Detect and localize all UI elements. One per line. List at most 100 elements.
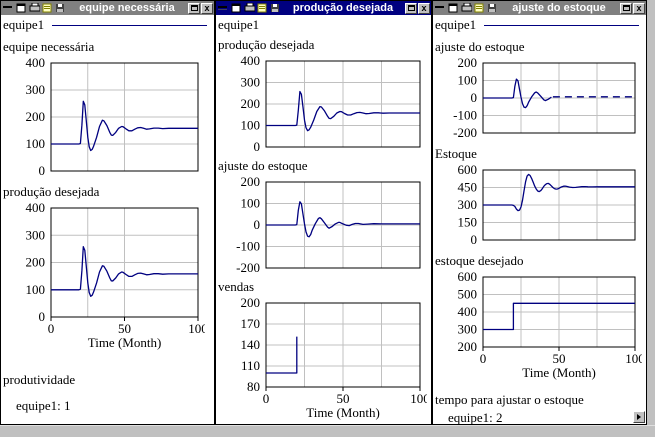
svg-text:0: 0 [471,90,478,105]
svg-text:-100: -100 [453,108,477,123]
chart-estoque: 600 450 300 150 0 [435,162,642,247]
svg-text:0: 0 [263,391,270,406]
svg-text:300: 300 [26,227,46,242]
svg-text:450: 450 [458,180,478,195]
chart-title: estoque desejado [435,253,524,268]
legend-line-swatch [52,24,207,26]
titlebar[interactable]: equipe necessária x [1,1,214,15]
variable-value: equipe1: 2 [448,410,503,425]
window-ajuste-do-estoque: ajuste do estoque x equipe1 ajuste do es… [432,0,647,425]
save-icon[interactable] [486,2,498,14]
titlebar[interactable]: ajuste do estoque x [433,1,646,15]
svg-text:600: 600 [458,163,478,177]
svg-text:50: 50 [337,391,350,406]
svg-text:0: 0 [39,309,46,324]
chart-producao-desejada: 400 300 200 100 0 [218,53,427,154]
chart-ajuste-do-estoque: 200 100 0 -100 -200 [435,55,642,140]
save-icon[interactable] [269,2,281,14]
svg-text:50: 50 [553,351,566,366]
variable-label: tempo para ajustar o estoque [435,392,584,407]
svg-text:0: 0 [254,217,261,232]
titlebar[interactable]: produção desejada x [216,1,431,15]
chart-title: ajuste do estoque [218,158,308,173]
chart-estoque-desejado: 600 500 400 300 200 0 50 100 Time (Month) [435,269,645,380]
legend-run-label: equipe1 [3,17,45,32]
svg-text:0: 0 [471,232,478,247]
chart-title: vendas [218,279,255,294]
print-icon[interactable] [243,2,255,14]
variable-value: equipe1: 1 [16,398,71,413]
svg-text:200: 200 [241,96,261,111]
chart-title: Estoque [435,146,477,161]
svg-text:Time (Month): Time (Month) [306,405,380,420]
save-icon[interactable] [54,2,66,14]
svg-text:Time (Month): Time (Month) [522,365,596,380]
svg-text:100: 100 [26,136,46,151]
notes-icon[interactable] [473,2,485,14]
control-menu-icon[interactable] [434,2,446,14]
svg-text:-200: -200 [236,260,260,275]
close-button[interactable]: x [201,2,213,14]
svg-text:50: 50 [118,321,131,336]
svg-text:80: 80 [247,379,260,394]
print-icon[interactable] [460,2,472,14]
svg-text:600: 600 [458,270,478,284]
svg-text:100: 100 [458,73,478,88]
svg-text:100: 100 [241,118,261,133]
svg-text:100: 100 [188,321,205,336]
svg-text:200: 200 [26,255,46,270]
legend: equipe1 [218,17,429,33]
svg-text:140: 140 [241,337,261,352]
chart-vendas: 200 170 140 110 80 0 50 100 Time (Month) [218,295,430,420]
chart-title: produção desejada [3,184,100,199]
notes-icon[interactable] [256,2,268,14]
svg-text:Time (Month): Time (Month) [88,335,162,350]
legend-line-swatch [484,24,639,26]
svg-text:-200: -200 [453,125,477,140]
close-button[interactable]: x [418,2,430,14]
svg-text:200: 200 [458,339,478,354]
svg-text:200: 200 [241,175,261,189]
variable-label: produtividade [3,372,76,387]
svg-text:110: 110 [241,358,260,373]
bottom-status-strip [0,425,655,437]
control-menu-icon[interactable] [2,2,14,14]
svg-text:400: 400 [26,56,46,70]
window-equipe-necessaria: equipe necessária x equipe1 equipe neces… [0,0,215,425]
control-menu-icon[interactable] [217,2,229,14]
chart-equipe-necessaria: 400 300 200 100 0 [3,55,205,178]
scroll-right-button[interactable] [633,411,645,423]
window-producao-desejada: produção desejada x equipe1 produção des… [215,0,432,425]
maximize-button[interactable] [620,2,632,14]
maximize-button[interactable] [188,2,200,14]
svg-text:300: 300 [458,197,478,212]
restore-window-icon[interactable] [447,2,459,14]
print-icon[interactable] [28,2,40,14]
legend: equipe1 [435,17,644,33]
legend: equipe1 [3,17,212,33]
legend-run-label: equipe1 [435,17,477,32]
svg-text:170: 170 [241,316,261,331]
svg-text:-100: -100 [236,239,260,254]
svg-text:200: 200 [458,56,478,70]
svg-text:100: 100 [625,351,642,366]
close-button[interactable]: x [633,2,645,14]
svg-text:0: 0 [48,321,55,336]
right-arrow-icon [637,414,641,420]
svg-text:300: 300 [241,75,261,90]
chart-title: ajuste do estoque [435,39,525,54]
window-title: ajuste do estoque [512,2,606,14]
svg-text:0: 0 [39,163,46,178]
legend-run-label: equipe1 [218,17,260,32]
restore-window-icon[interactable] [15,2,27,14]
svg-text:150: 150 [458,215,478,230]
svg-text:100: 100 [241,196,261,211]
chart-ajuste-do-estoque: 200 100 0 -100 -200 [218,174,427,275]
restore-window-icon[interactable] [230,2,242,14]
notes-icon[interactable] [41,2,53,14]
svg-text:500: 500 [458,287,478,302]
svg-text:100: 100 [410,391,427,406]
svg-text:400: 400 [26,201,46,215]
chart-producao-desejada: 400 300 200 100 0 0 50 100 Time (Month) [3,200,208,350]
maximize-button[interactable] [405,2,417,14]
